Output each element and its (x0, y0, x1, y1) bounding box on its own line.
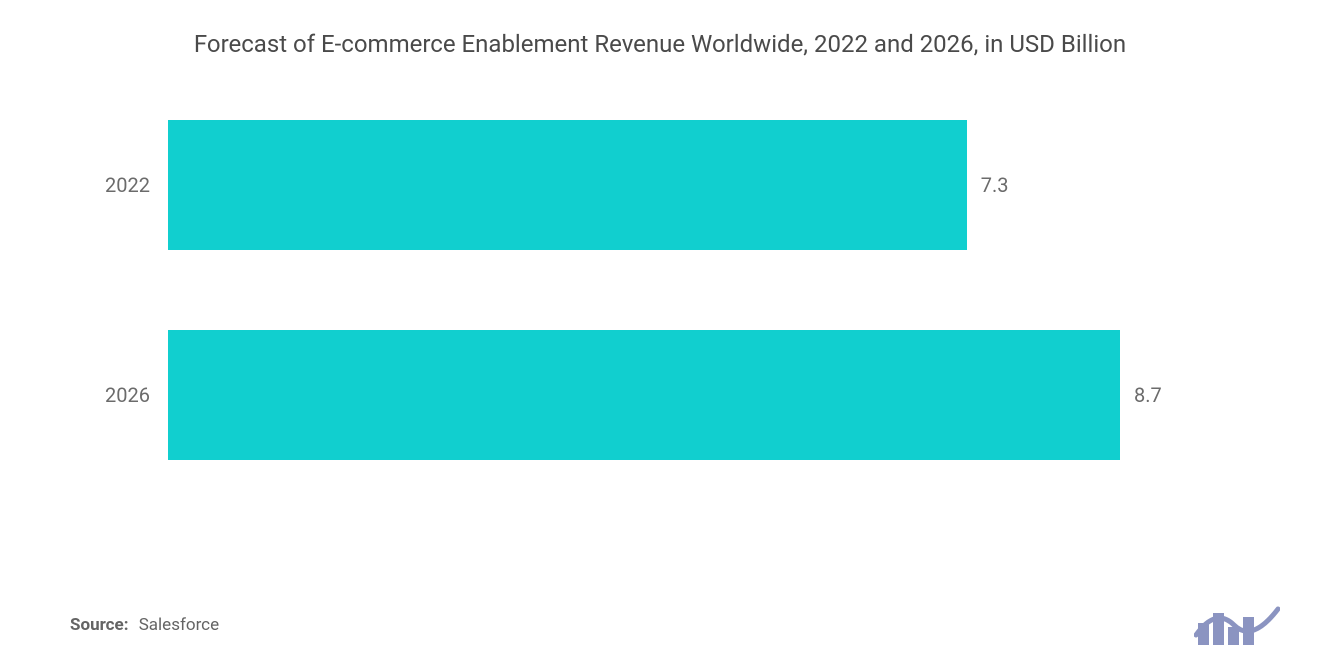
bar-row-2022: 2022 7.3 (168, 120, 1120, 250)
bar-value-label: 8.7 (1134, 383, 1162, 407)
bar-fill (168, 120, 967, 250)
bar-fill (168, 330, 1120, 460)
revenue-forecast-chart: Forecast of E-commerce Enablement Revenu… (0, 0, 1320, 665)
bar-track: 8.7 (168, 330, 1120, 460)
bar-category-label: 2022 (90, 173, 150, 197)
bar-value-label: 7.3 (981, 173, 1009, 197)
source-label: Source: (70, 615, 128, 635)
source-citation: Source: Salesforce (70, 615, 219, 635)
source-value: Salesforce (139, 615, 219, 635)
chart-title: Forecast of E-commerce Enablement Revenu… (150, 28, 1170, 60)
mordor-intelligence-logo-icon (1194, 603, 1280, 647)
bar-category-label: 2026 (90, 383, 150, 407)
bar-track: 7.3 (168, 120, 1120, 250)
bar-row-2026: 2026 8.7 (168, 330, 1120, 460)
bars-area: 2022 7.3 2026 8.7 (70, 120, 1250, 460)
